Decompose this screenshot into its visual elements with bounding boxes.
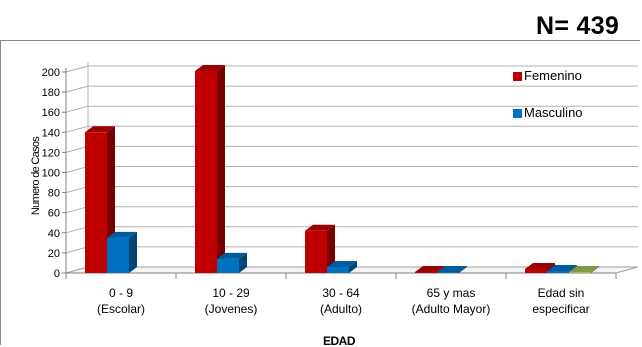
femenino-bar-top — [195, 64, 225, 71]
femenino-bar-side — [217, 64, 225, 274]
masculino-bar-top — [327, 260, 357, 267]
x-tick-label-sub: (Jovenes) — [205, 302, 258, 316]
masculino-bar — [107, 237, 129, 273]
y-tick-label: 100 — [42, 168, 60, 180]
masculino-bar — [327, 266, 349, 273]
x-tick-label: 0 - 9 — [109, 286, 133, 300]
femenino-bar — [85, 132, 107, 273]
masculino-bar-side — [239, 252, 247, 273]
x-tick-label-sub: (Escolar) — [97, 302, 145, 316]
y-tick-label: 120 — [42, 147, 60, 159]
x-tick-label: Edad sin — [538, 286, 585, 300]
legend-swatch-masculino — [513, 109, 522, 118]
x-tick-label: 30 - 64 — [322, 286, 360, 300]
y-tick-label: 40 — [48, 228, 60, 240]
x-tick-label-sub: (Adulto) — [320, 302, 362, 316]
femenino-bar-top — [85, 126, 115, 133]
masculino-bar — [217, 258, 239, 273]
legend-swatch-femenino — [513, 72, 522, 81]
femenino-bar-top — [525, 262, 555, 269]
masculino-bar — [437, 272, 459, 273]
femenino-bar — [195, 70, 217, 274]
sample-size-label: N= 439 — [536, 12, 620, 40]
y-tick-label: 200 — [42, 67, 60, 79]
femenino-bar-side — [327, 224, 335, 273]
x-tick-label-sub: (Adulto Mayor) — [412, 302, 491, 316]
masculino-bar-side — [349, 260, 357, 273]
y-tick-label: 160 — [42, 107, 60, 119]
x-tick-label: 65 y mas — [427, 286, 476, 300]
masculino-bar-side — [459, 266, 467, 273]
gridline-depth — [65, 125, 89, 133]
gridline-depth — [65, 105, 89, 113]
masculino-bar-top — [547, 264, 577, 271]
series-3-bar-side — [591, 265, 599, 273]
femenino-bar — [305, 230, 327, 273]
gridline-depth — [65, 145, 89, 153]
gridline-depth — [65, 226, 89, 234]
femenino-bar — [415, 271, 437, 273]
masculino-bar-top — [437, 266, 467, 272]
series-3-bar — [569, 271, 591, 273]
masculino-bar-top — [217, 252, 247, 259]
y-axis-title: Numero de Casos — [30, 136, 42, 215]
x-axis-title: EDAD — [323, 334, 356, 347]
y-tick-label: 20 — [48, 248, 60, 260]
gridline-depth — [65, 186, 89, 194]
gridline-depth — [65, 206, 89, 214]
femenino-bar-top — [305, 224, 335, 231]
gridline-depth — [65, 85, 89, 93]
x-tick-label: 10 - 29 — [212, 286, 250, 300]
legend-label-femenino: Femenino — [524, 68, 582, 83]
y-tick-label: 80 — [48, 188, 60, 200]
y-tick-label: 0 — [54, 268, 60, 280]
x-tick-label-sub: especificar — [532, 302, 589, 316]
y-tick-label: 60 — [48, 208, 60, 220]
series-3-bar-top — [569, 265, 599, 272]
y-tick-label: 140 — [42, 127, 60, 139]
chart-border — [0, 40, 640, 345]
masculino-bar-side — [129, 231, 137, 273]
gridline-depth — [65, 246, 89, 254]
gridline-depth — [65, 65, 89, 73]
masculino-bar-top — [107, 231, 137, 238]
y-tick-label: 180 — [42, 87, 60, 99]
femenino-bar-top — [415, 265, 445, 272]
gridline-depth — [65, 166, 89, 173]
masculino-bar — [547, 270, 569, 273]
legend-label-masculino: Masculino — [524, 105, 583, 120]
femenino-bar — [525, 268, 547, 273]
